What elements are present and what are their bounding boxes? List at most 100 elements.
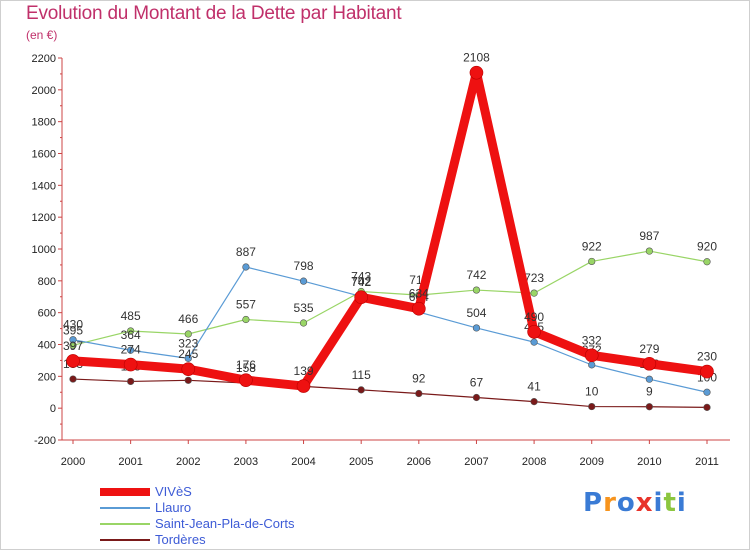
data-point <box>472 324 481 332</box>
data-point <box>530 289 538 297</box>
data-label: 920 <box>697 240 717 254</box>
legend-swatch <box>100 507 150 509</box>
data-label: 139 <box>294 364 314 378</box>
data-point <box>299 277 308 285</box>
data-point <box>415 389 423 398</box>
data-label: 557 <box>236 298 256 312</box>
data-label: 395 <box>63 323 83 337</box>
y-tick-label: 2000 <box>32 85 56 97</box>
y-tick-label: 0 <box>50 403 56 415</box>
data-point <box>184 330 192 338</box>
data-label: 364 <box>121 328 141 342</box>
legend-label: Tordères <box>155 532 206 547</box>
x-tick-label: 2005 <box>349 456 373 468</box>
legend-swatch <box>100 523 150 525</box>
data-label: 466 <box>178 312 198 326</box>
data-point <box>123 357 138 372</box>
x-tick-label: 2010 <box>637 456 661 468</box>
data-label: 274 <box>121 343 141 357</box>
x-tick-label: 2009 <box>579 456 603 468</box>
y-tick-label: 1800 <box>32 117 56 129</box>
y-tick-label: 200 <box>38 371 56 383</box>
data-label: 332 <box>582 333 602 347</box>
data-point <box>127 327 135 335</box>
data-label: 176 <box>236 358 256 372</box>
data-label: 397 <box>63 339 83 353</box>
data-label: 115 <box>352 368 371 382</box>
y-tick-label: 1600 <box>32 149 56 161</box>
data-point <box>588 402 596 411</box>
data-point <box>588 257 596 266</box>
data-point <box>184 354 192 362</box>
data-label: 485 <box>121 309 141 323</box>
data-point <box>703 388 711 396</box>
data-label: 323 <box>178 336 198 350</box>
y-tick-label: 600 <box>38 308 56 320</box>
data-label: 743 <box>351 269 371 283</box>
data-point <box>69 375 77 383</box>
data-point <box>642 356 657 371</box>
x-tick-label: 2008 <box>522 456 546 468</box>
data-point <box>299 319 308 327</box>
data-point <box>412 301 426 316</box>
data-label: 922 <box>582 239 602 253</box>
x-tick-label: 2004 <box>291 456 315 468</box>
logo-letter: o <box>616 488 636 518</box>
data-point <box>527 324 541 339</box>
data-label: 798 <box>294 259 314 273</box>
data-point <box>472 286 481 294</box>
x-tick-label: 2001 <box>118 456 142 468</box>
series-line <box>72 250 708 346</box>
logo-letter: r <box>603 488 617 518</box>
x-tick-label: 2007 <box>464 456 488 468</box>
data-point <box>469 65 484 80</box>
data-point <box>645 247 653 255</box>
legend-label: Llauro <box>155 500 192 515</box>
series-llauro: 430364323887798702604504415272182100 <box>63 245 717 396</box>
data-point <box>703 403 711 411</box>
series-line <box>72 378 708 408</box>
data-label: 535 <box>294 301 314 315</box>
data-label: 634 <box>409 287 429 301</box>
data-point <box>645 375 653 383</box>
data-point <box>239 373 253 387</box>
data-point <box>354 290 368 305</box>
data-label: 9 <box>646 385 653 399</box>
y-tick-label: -200 <box>34 435 56 447</box>
data-label: 742 <box>351 275 371 289</box>
data-point <box>181 362 196 376</box>
data-point <box>588 361 596 369</box>
data-point <box>242 263 250 271</box>
data-label: 987 <box>639 229 659 243</box>
data-point <box>700 364 714 379</box>
data-label: 430 <box>63 318 83 332</box>
y-tick-label: 400 <box>38 340 56 352</box>
x-tick-label: 2003 <box>234 456 258 468</box>
data-label: 887 <box>236 245 256 259</box>
series-line <box>68 68 712 391</box>
data-label: 723 <box>524 271 544 285</box>
data-point <box>66 354 80 368</box>
series-viv-s: 397 274 245 176 139 742 634 2108 490 332 279 230 <box>63 51 717 393</box>
logo-letter: P <box>583 488 604 518</box>
y-tick-label: 1400 <box>32 180 56 192</box>
data-point <box>296 379 311 393</box>
chart-title: Evolution du Montant de la Dette par Hab… <box>26 3 402 24</box>
y-tick-label: 2200 <box>32 53 56 65</box>
data-point <box>242 315 250 324</box>
logo-letter: x <box>635 488 654 518</box>
logo-letter: i <box>676 488 687 518</box>
y-tick-label: 1000 <box>32 244 56 256</box>
data-point <box>472 393 481 402</box>
data-label: 67 <box>470 376 484 390</box>
data-label: 245 <box>178 347 198 361</box>
data-label: 41 <box>527 380 541 394</box>
data-label: 92 <box>412 372 426 386</box>
legend-label: Saint-Jean-Pla-de-Corts <box>155 516 295 531</box>
data-point <box>645 403 653 411</box>
y-tick-label: 800 <box>38 276 56 288</box>
data-label: 279 <box>639 342 659 356</box>
logo-letter: i <box>653 488 664 518</box>
